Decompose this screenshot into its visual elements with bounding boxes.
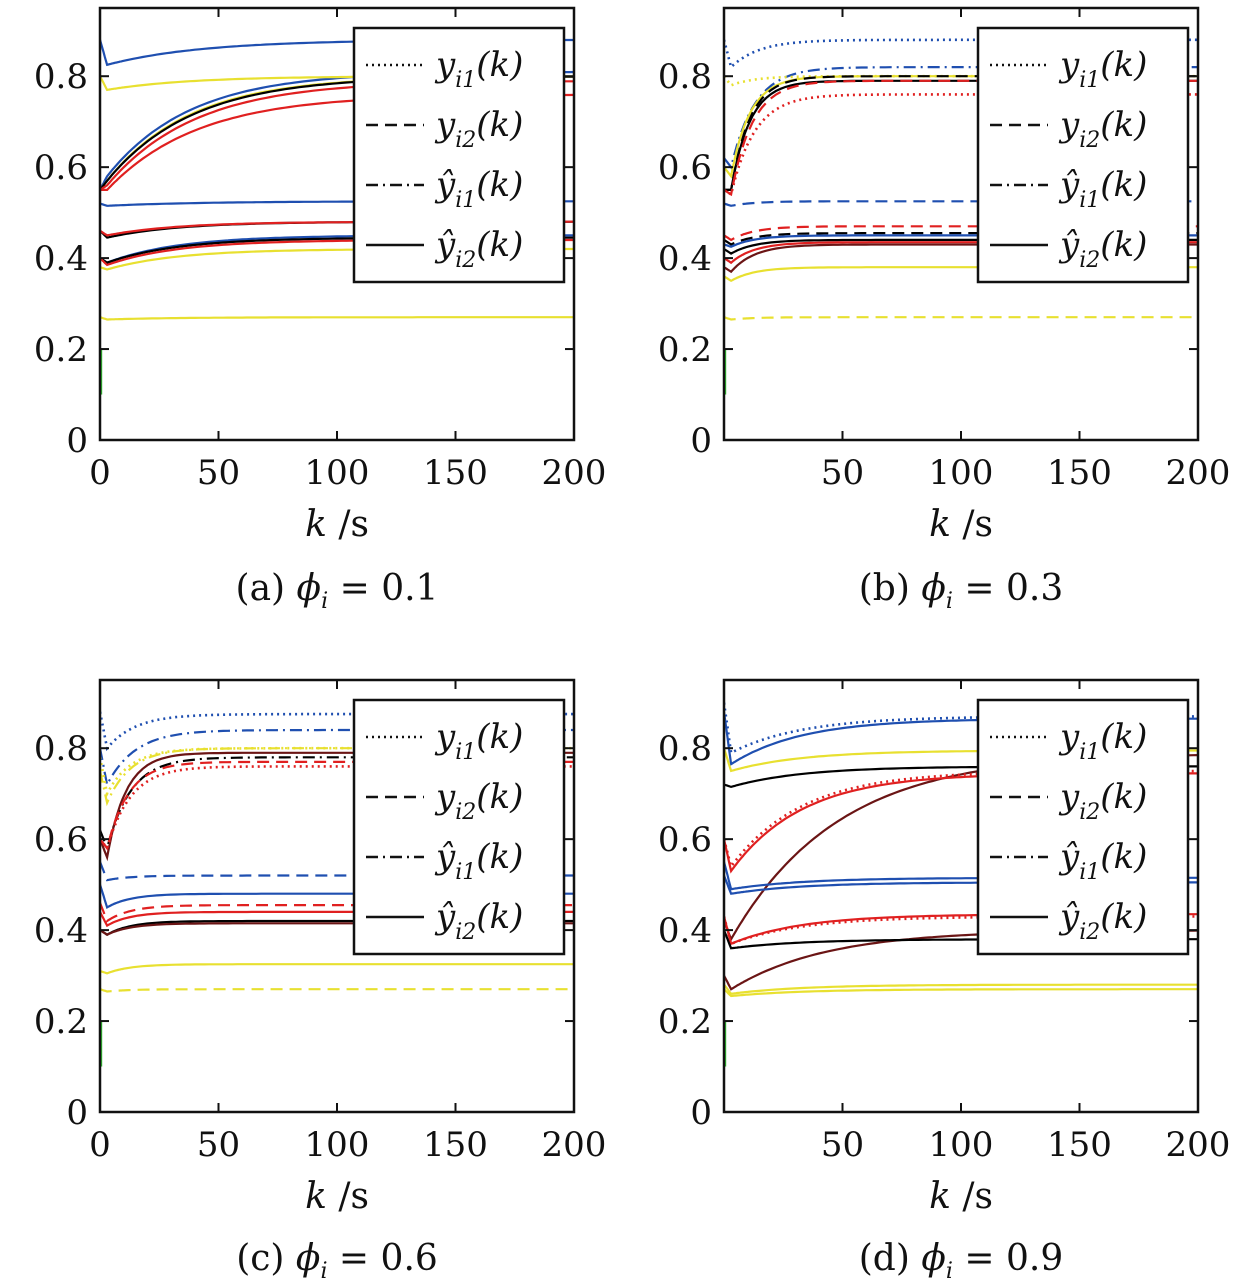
series-line-7 — [724, 93, 1198, 197]
series-line-8 — [100, 861, 574, 882]
x-axis-label: k /s — [305, 1176, 369, 1217]
legend-entry-label: ŷi2(k) — [434, 897, 523, 945]
legend-box — [976, 26, 1190, 284]
y-tick-label: 0.6 — [658, 820, 712, 860]
series-line-5 — [724, 75, 1198, 191]
y-tick-label: 0 — [66, 1093, 88, 1133]
panel-caption: (a) ϕi = 0.1 — [236, 568, 439, 614]
y-tick-label: 0.6 — [34, 820, 88, 860]
legend-entry-label: yi2(k) — [434, 105, 523, 153]
legend-entry-label: yi1(k) — [1058, 45, 1147, 93]
series-line-0 — [100, 711, 574, 752]
x-tick-label: 200 — [1166, 1125, 1231, 1165]
x-tick-label: 50 — [197, 1125, 240, 1165]
series-line-13 — [724, 983, 1198, 995]
chart-panel-3: 50 100 150 200 0 0.2 0.4 0.6 0.8 k /s (d) ϕi = 0.9… — [658, 678, 1231, 1284]
legend: yi1(k) yi2(k) ŷi1(k) ŷi2(k) — [976, 26, 1190, 284]
x-tick-label: 150 — [1047, 453, 1112, 493]
chart-panel-2: 0 50 100 150 200 0 0.2 0.4 0.6 0.8 k /s (c) ϕi = 0.… — [34, 678, 607, 1284]
series-line-0 — [724, 38, 1198, 70]
x-axis-label: k /s — [929, 504, 993, 545]
series-line-10 — [100, 902, 574, 923]
panel-caption: (c) ϕi = 0.6 — [236, 1238, 438, 1284]
legend-box — [352, 26, 566, 284]
y-tick-label: 0.8 — [658, 57, 712, 97]
x-tick-label: 50 — [821, 1125, 864, 1165]
series-line-3 — [100, 747, 574, 807]
x-tick-label: 200 — [542, 453, 607, 493]
legend-entry-label: yi2(k) — [1058, 777, 1147, 825]
y-tick-label: 0 — [690, 421, 712, 461]
series-line-14 — [724, 988, 1198, 998]
panel-caption: (d) ϕi = 0.9 — [859, 1238, 1063, 1284]
legend: yi1(k) yi2(k) ŷi1(k) ŷi2(k) — [352, 698, 566, 956]
y-tick-label: 0.6 — [34, 148, 88, 188]
panel-caption: (b) ϕi = 0.3 — [859, 568, 1063, 614]
series-line-6 — [724, 79, 1198, 197]
legend-entry-label: yi1(k) — [434, 45, 523, 93]
chart-panel-0: 0 50 100 150 200 0 0.2 0.4 0.6 0.8 k /s (a) ϕi = 0.… — [34, 6, 607, 614]
y-tick-label: 0.4 — [34, 911, 88, 951]
y-tick-label: 0.2 — [658, 1002, 712, 1042]
x-axis-label: k /s — [305, 504, 369, 545]
y-tick-label: 0.4 — [658, 911, 712, 951]
series-line-6 — [100, 760, 574, 851]
legend-entry-label: ŷi1(k) — [434, 165, 523, 213]
series-line-15 — [100, 988, 574, 993]
chart-panel-1: 50 100 150 200 0 0.2 0.4 0.6 0.8 k /s (b) ϕi = 0.3… — [658, 6, 1231, 614]
legend-entry-label: ŷi1(k) — [434, 837, 523, 885]
legend-entry-label: ŷi2(k) — [1058, 897, 1147, 945]
x-axis-label: k /s — [929, 1176, 993, 1217]
legend-box — [976, 698, 1190, 956]
x-tick-label: 0 — [89, 1125, 111, 1165]
x-tick-label: 200 — [1166, 453, 1231, 493]
legend-box — [352, 698, 566, 956]
legend-entry-label: ŷi2(k) — [434, 225, 523, 273]
y-tick-label: 0.8 — [34, 57, 88, 97]
x-tick-label: 200 — [542, 1125, 607, 1165]
x-tick-label: 50 — [821, 453, 864, 493]
y-tick-label: 0 — [690, 1093, 712, 1133]
legend-entry-label: yi1(k) — [434, 717, 523, 765]
x-tick-label: 50 — [197, 453, 240, 493]
x-tick-label: 150 — [1047, 1125, 1112, 1165]
legend-entry-label: ŷi1(k) — [1058, 837, 1147, 885]
legend-entry-label: yi2(k) — [434, 777, 523, 825]
legend-entry-label: ŷi1(k) — [1058, 165, 1147, 213]
x-tick-label: 0 — [89, 453, 111, 493]
legend-entry-label: yi1(k) — [1058, 717, 1147, 765]
y-tick-label: 0.2 — [658, 330, 712, 370]
series-line-0 — [724, 702, 1198, 755]
y-tick-label: 0.6 — [658, 148, 712, 188]
legend: yi1(k) yi2(k) ŷi1(k) ŷi2(k) — [352, 26, 566, 284]
legend-entry-label: ŷi2(k) — [1058, 225, 1147, 273]
y-tick-label: 0.8 — [34, 729, 88, 769]
y-tick-label: 0.2 — [34, 1002, 88, 1042]
y-tick-label: 0.4 — [34, 239, 88, 279]
x-tick-label: 100 — [305, 453, 370, 493]
x-tick-label: 150 — [423, 453, 488, 493]
y-tick-label: 0 — [66, 421, 88, 461]
x-tick-label: 100 — [929, 453, 994, 493]
series-line-14 — [100, 963, 574, 975]
series-line-16 — [724, 316, 1198, 321]
x-tick-label: 100 — [929, 1125, 994, 1165]
legend: yi1(k) yi2(k) ŷi1(k) ŷi2(k) — [976, 698, 1190, 956]
y-tick-label: 0.4 — [658, 239, 712, 279]
x-tick-label: 150 — [423, 1125, 488, 1165]
series-line-7 — [100, 765, 574, 852]
y-tick-label: 0.8 — [658, 729, 712, 769]
legend-entry-label: yi2(k) — [1058, 105, 1147, 153]
y-tick-label: 0.2 — [34, 330, 88, 370]
series-line-14 — [100, 316, 574, 321]
x-tick-label: 100 — [305, 1125, 370, 1165]
